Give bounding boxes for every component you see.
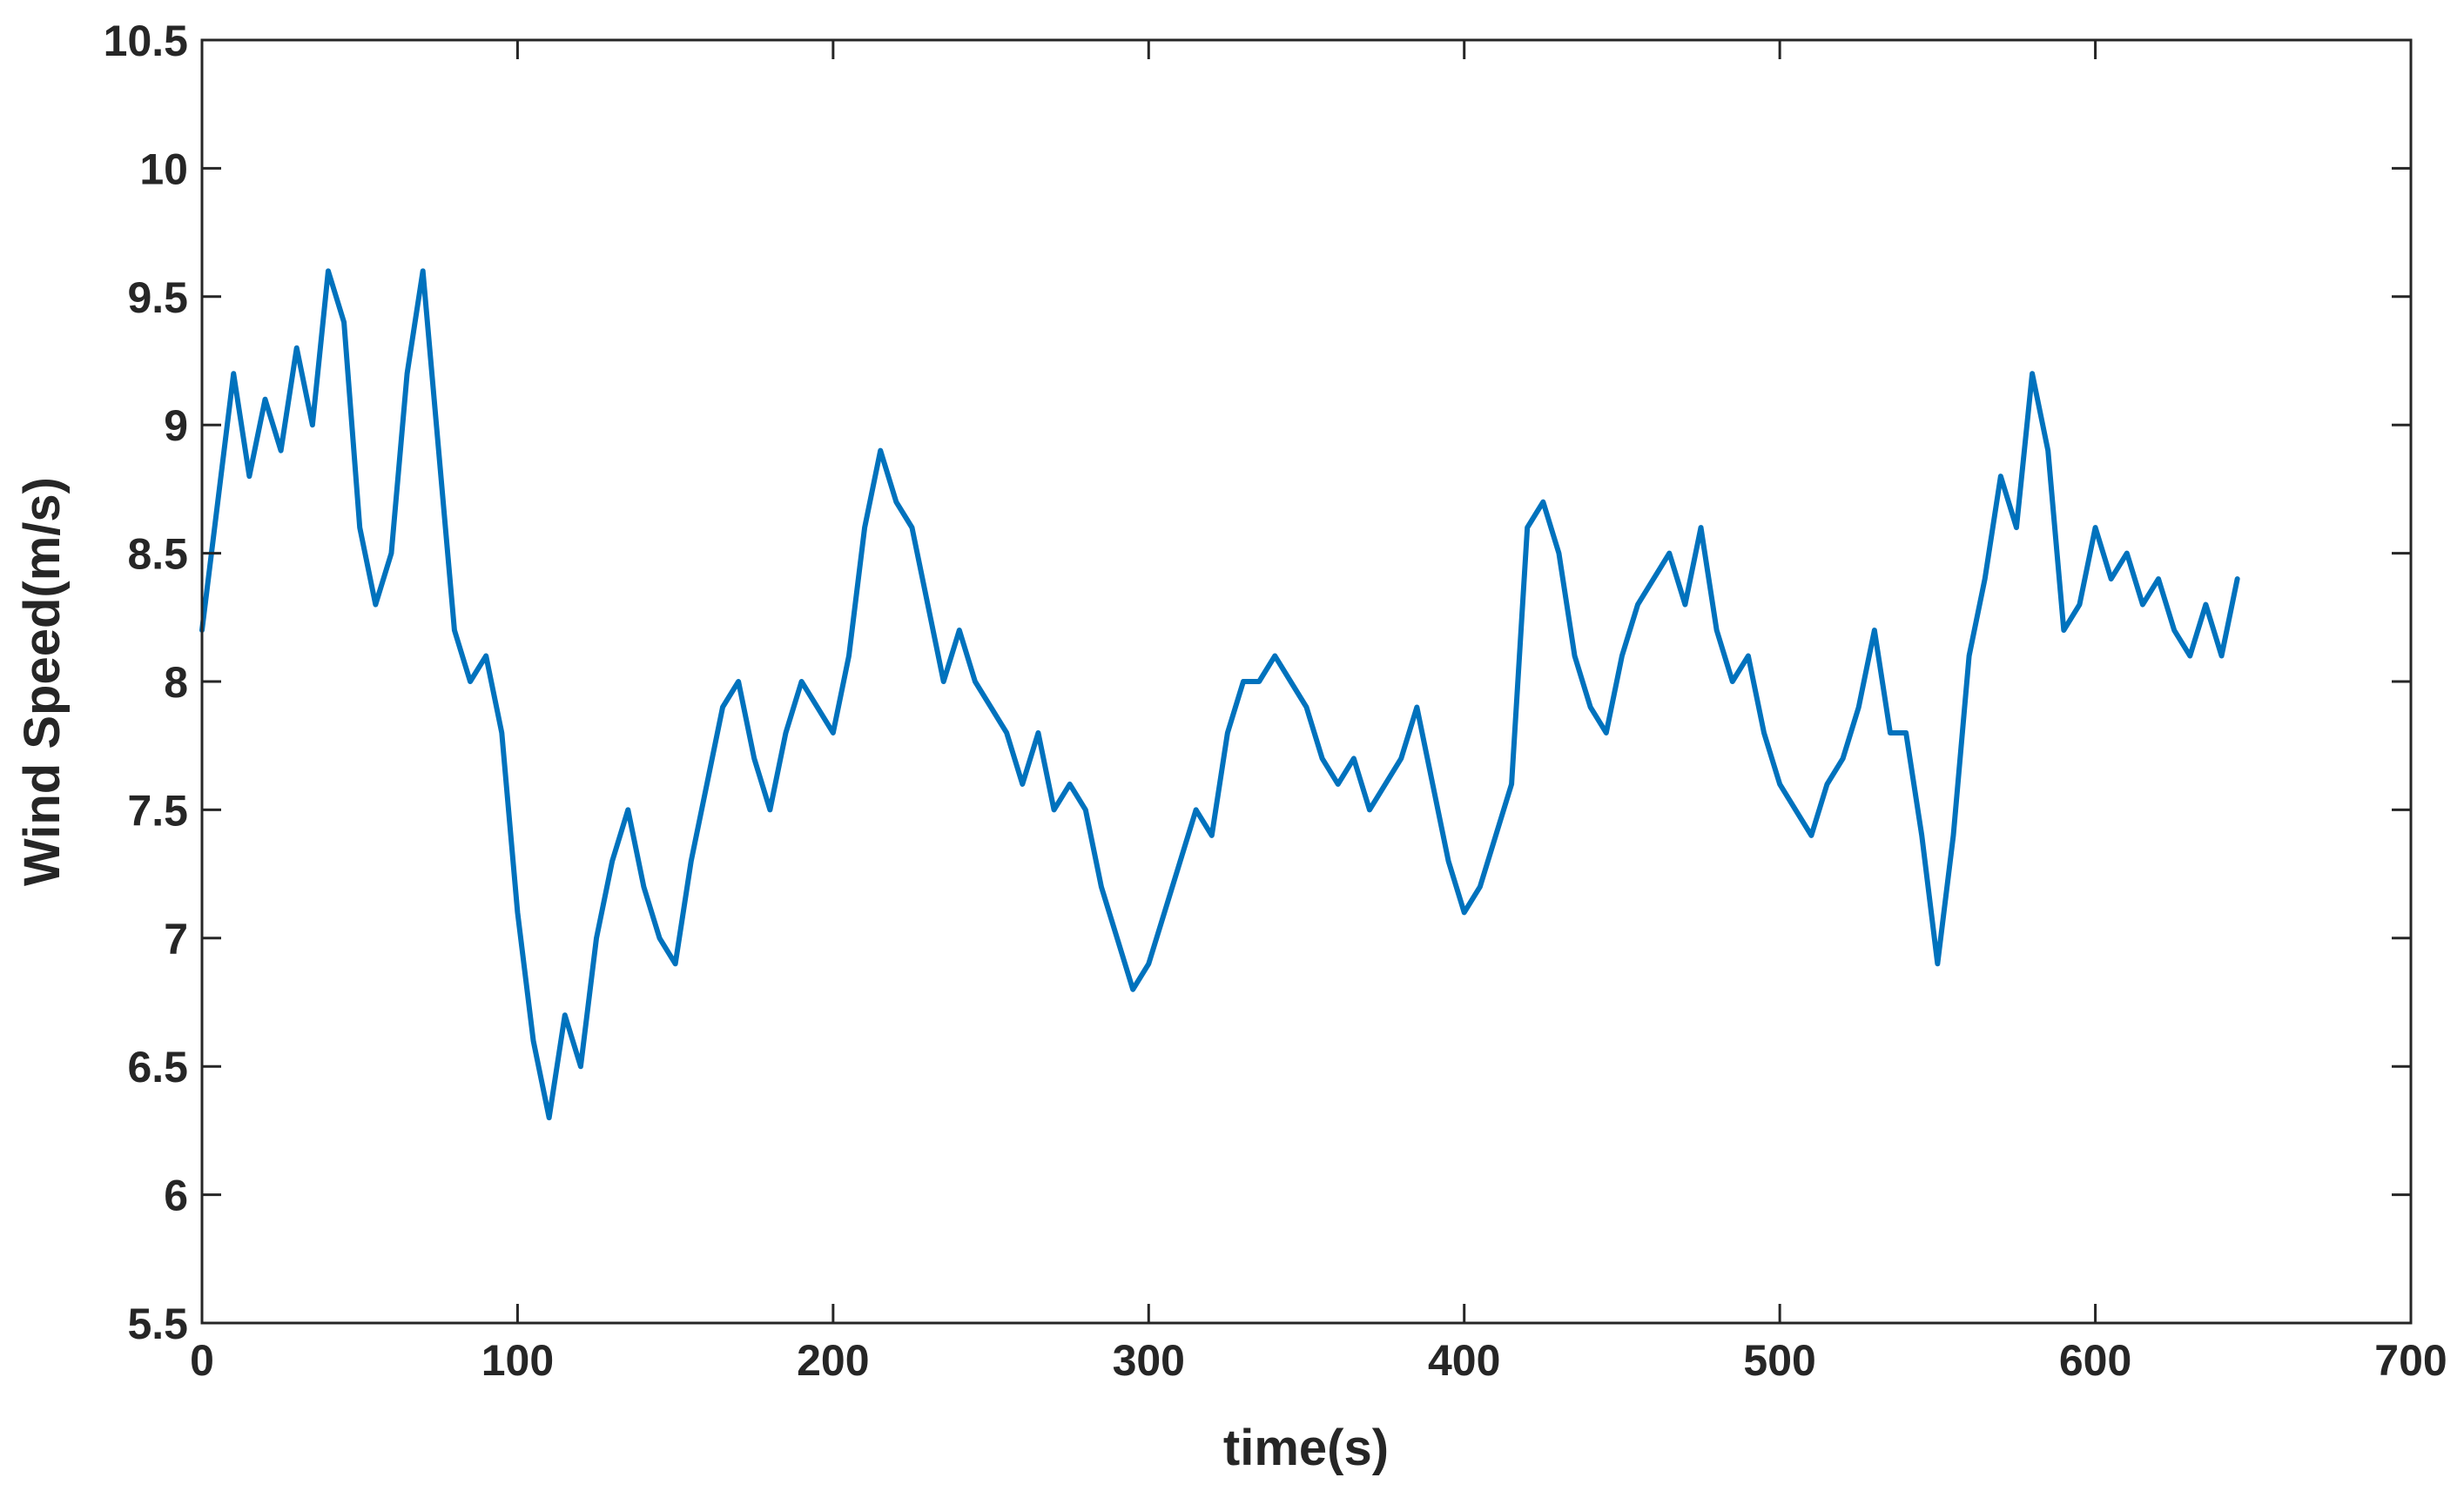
x-tick-label: 500 [1743, 1336, 1815, 1385]
series-layer [199, 268, 2240, 1121]
y-tick-label: 7.5 [127, 786, 188, 835]
y-tick-label: 8.5 [127, 530, 188, 579]
x-tick-label: 200 [797, 1336, 869, 1385]
x-tick-label: 400 [1428, 1336, 1500, 1385]
y-tick-label: 6 [164, 1172, 188, 1220]
y-tick-label: 10 [139, 144, 188, 193]
y-tick-label: 7 [164, 915, 188, 964]
x-axis-label: time(s) [1223, 1420, 1389, 1476]
y-tick-label: 9 [164, 401, 188, 450]
y-tick-label: 5.5 [127, 1300, 188, 1348]
series-line [199, 268, 2240, 1121]
tick-layer: 0 100 200 300 400 500 600 700 5.5 6 6.5 7 7.5 8 8.5 9 9.… [104, 17, 2447, 1385]
y-tick-label: 10.5 [104, 17, 188, 65]
x-tick-label: 700 [2374, 1336, 2447, 1385]
y-tick-label: 6.5 [127, 1043, 188, 1091]
y-axis-label: Wind Speed(m/s) [14, 477, 71, 886]
x-tick-label: 600 [2059, 1336, 2131, 1385]
y-tick-label: 8 [164, 658, 188, 707]
x-tick-label: 300 [1113, 1336, 1185, 1385]
x-tick-label: 0 [190, 1336, 214, 1385]
y-tick-label: 9.5 [127, 273, 188, 322]
x-tick-label: 100 [481, 1336, 554, 1385]
plot-area-background [202, 40, 2411, 1323]
